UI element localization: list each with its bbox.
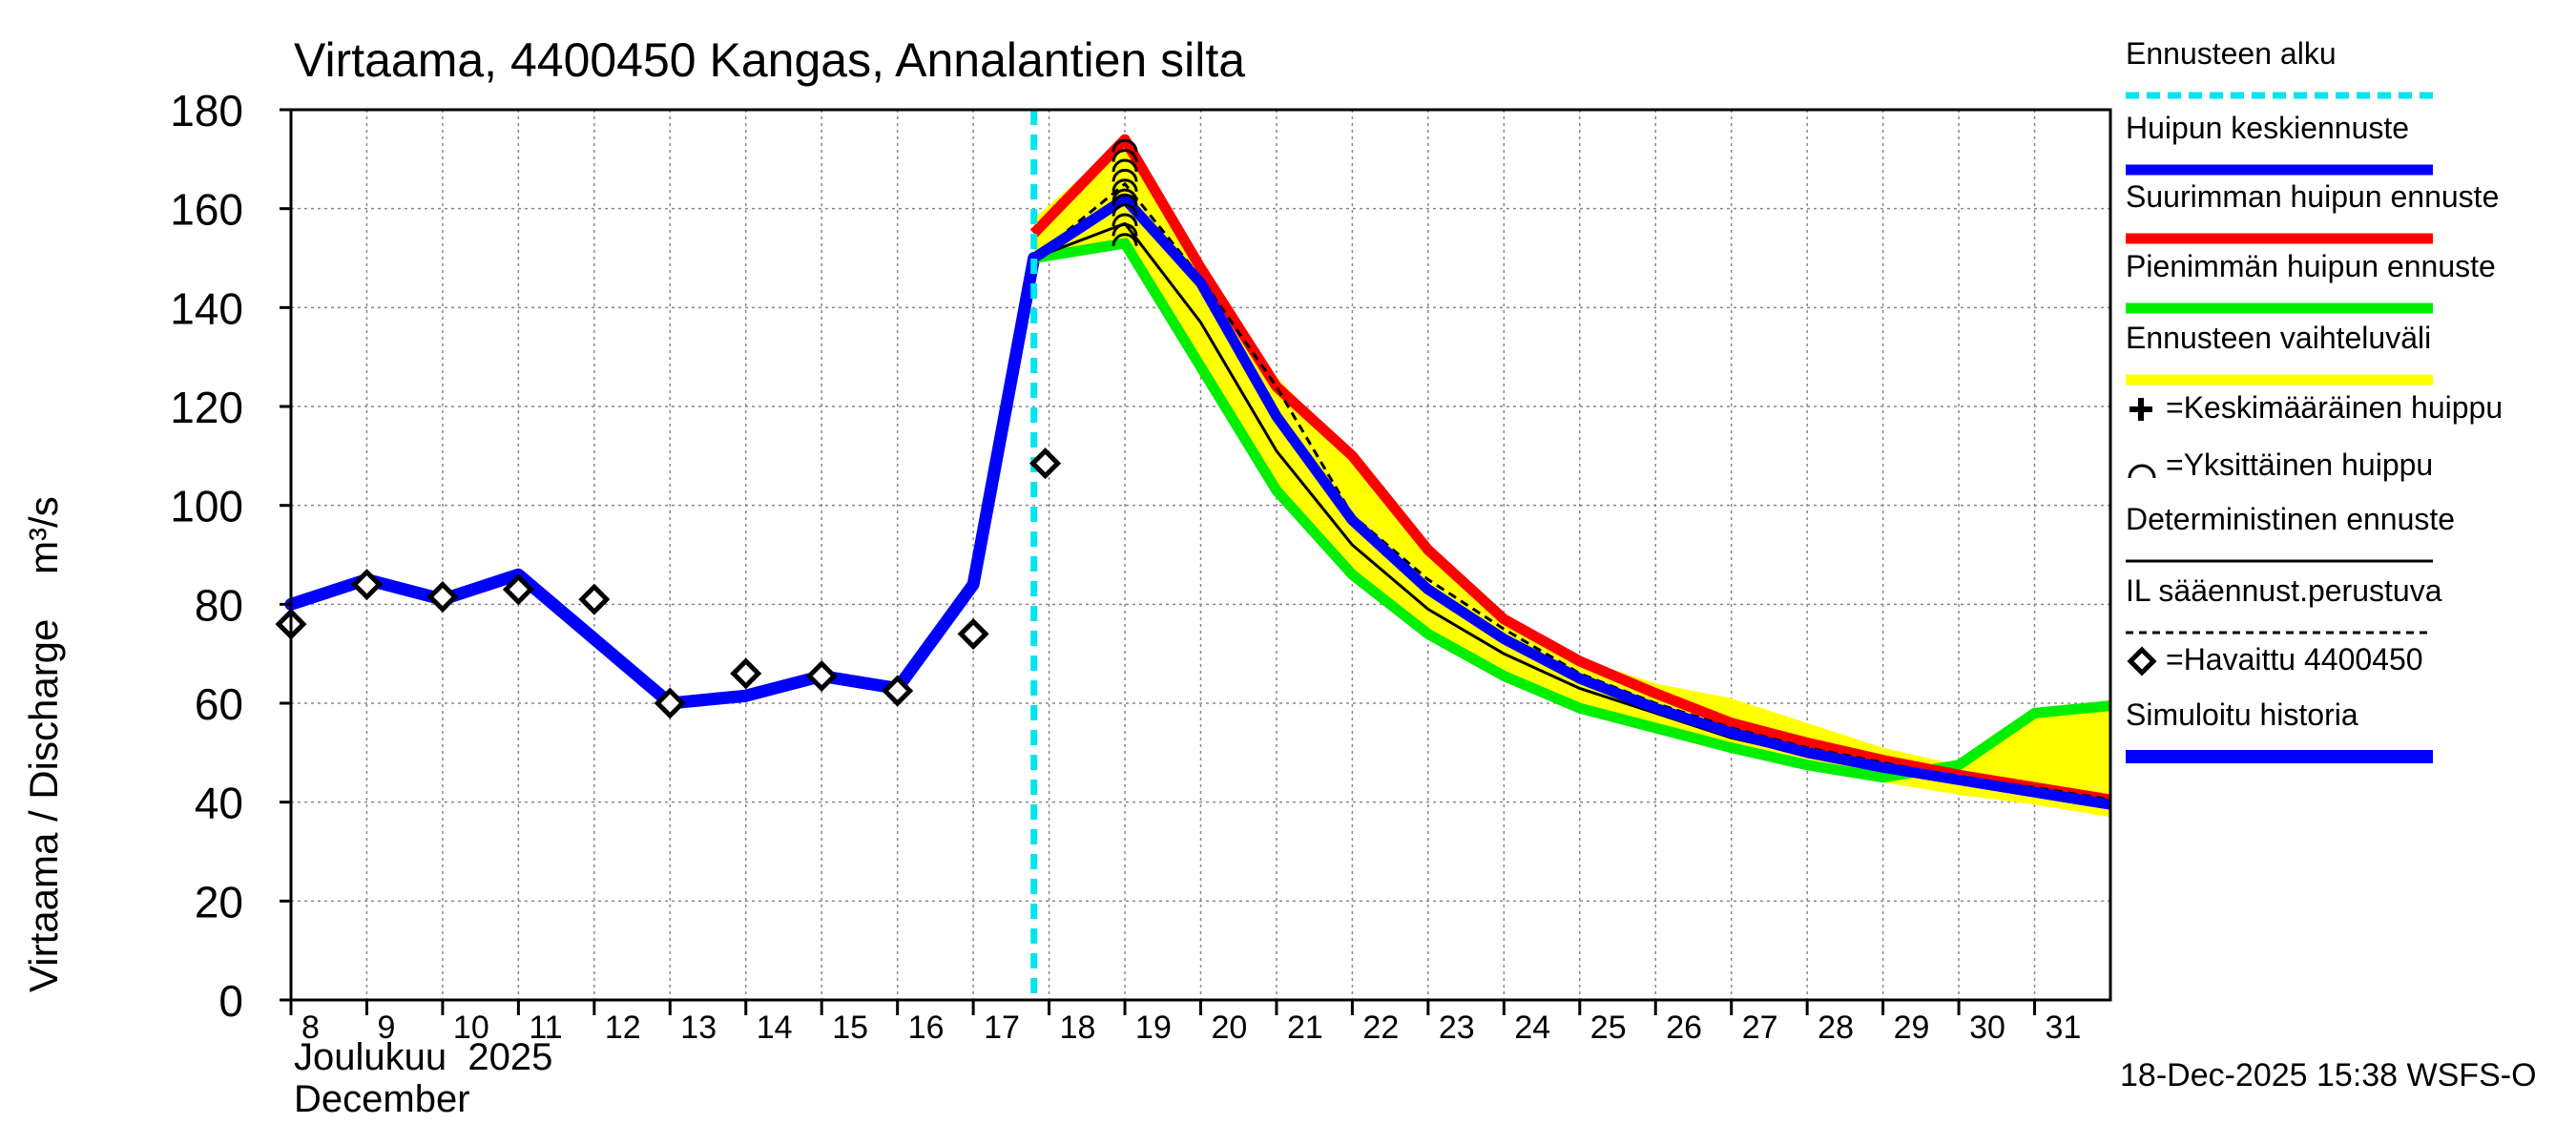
observed-point [502, 573, 534, 606]
month-label-en: December [294, 1078, 470, 1120]
legend-label-start: Ennusteen alku [2126, 36, 2337, 71]
x-tick-label: 19 [1135, 1010, 1172, 1046]
y-tick-label: 140 [170, 283, 243, 333]
x-tick-label: 17 [984, 1010, 1020, 1046]
x-tick-label: 27 [1742, 1010, 1778, 1046]
legend-label-mean: Huipun keskiennuste [2126, 111, 2410, 145]
x-tick-label: 23 [1439, 1010, 1475, 1046]
observed-point [426, 581, 459, 614]
observed-point [730, 657, 762, 690]
x-tick-label: 11 [529, 1010, 562, 1046]
x-tick-label: 29 [1894, 1010, 1930, 1046]
single-peak-marker [1111, 203, 1138, 217]
legend-label-sim: Simuloitu historia [2126, 697, 2358, 732]
x-tick-label: 14 [757, 1010, 793, 1046]
x-tick-label: 10 [453, 1010, 489, 1046]
x-tick-label: 15 [832, 1010, 868, 1046]
single-peak-marker [1111, 213, 1138, 227]
x-tick-label: 22 [1362, 1010, 1399, 1046]
single-peak-marker [1111, 149, 1138, 162]
legend-swatch-singlepeak [2128, 464, 2156, 479]
observed-point [957, 617, 989, 650]
y-tick-label: 100 [170, 482, 243, 531]
y-tick-label: 40 [195, 779, 243, 828]
x-tick-label: 16 [908, 1010, 945, 1046]
single-peak-marker [1111, 193, 1138, 207]
peak-markers [1111, 138, 1138, 246]
y-tick-label: 20 [195, 877, 243, 926]
y-tick-label: 60 [195, 679, 243, 729]
legend-label-singlepeak: =Yksittäinen huippu [2166, 448, 2434, 482]
y-axis-label: Virtaama / Discharge m³/s [21, 496, 66, 992]
max-peak-forecast-line [1029, 134, 2111, 805]
single-peak-marker [1111, 178, 1138, 192]
legend-symbols [2126, 92, 2433, 763]
x-axis: 8 9 10 11 12 13 14 15 16 17 18 19 20 21 22 23 24 25 26 27 28… [289, 1000, 2082, 1046]
legend-label-avgpeak: =Keskimääräinen huippu [2166, 390, 2503, 425]
legend-label-range: Ennusteen vaihteluväli [2126, 321, 2432, 355]
legend-label-min: Pienimmän huipun ennuste [2126, 249, 2496, 283]
x-tick-label: 12 [605, 1010, 641, 1046]
legend-swatch-obs [2127, 646, 2157, 677]
observed-point [805, 659, 838, 693]
single-peak-marker [1111, 233, 1138, 246]
x-tick-label: 26 [1666, 1010, 1702, 1046]
chart-title: Virtaama, 4400450 Kangas, Annalantien si… [294, 33, 1246, 87]
y-tick-label: 160 [170, 185, 243, 235]
observed-point [350, 569, 383, 601]
x-tick-label: 24 [1514, 1010, 1550, 1046]
month-label-fi: Joulukuu 2025 [294, 1036, 553, 1078]
observed-point [1029, 448, 1062, 480]
y-tick-label: 80 [195, 580, 243, 630]
observed-point [578, 583, 611, 615]
x-tick-label: 28 [1818, 1010, 1854, 1046]
single-peak-marker [1111, 138, 1138, 153]
x-tick-label: 18 [1060, 1010, 1096, 1046]
legend-label-determ: Deterministinen ennuste [2126, 502, 2456, 536]
mean-peak-forecast-line [1030, 193, 2111, 810]
x-tick-label: 8 [301, 1010, 320, 1046]
legend-label-obs: =Havaittu 4400450 [2166, 642, 2423, 677]
observed-point [654, 687, 686, 719]
legend-label-max: Suurimman huipun ennuste [2126, 179, 2500, 214]
observed-point [882, 675, 914, 707]
y-tick-label: 180 [170, 86, 243, 135]
single-peak-marker [1111, 158, 1138, 173]
x-tick-label: 31 [2046, 1010, 2082, 1046]
timestamp: 18-Dec-2025 15:38 WSFS-O [2120, 1057, 2537, 1093]
single-peak-marker [1111, 222, 1138, 237]
y-tick-label: 120 [170, 383, 243, 432]
simulated-history-line [284, 252, 1041, 710]
grid [291, 110, 2110, 1000]
x-tick-label: 9 [377, 1010, 395, 1046]
single-peak-marker [1111, 168, 1138, 182]
x-tick-label: 25 [1590, 1010, 1627, 1046]
legend-label-il: IL sääennust.perustuva [2126, 573, 2442, 608]
y-tick-label: 0 [218, 976, 243, 1026]
x-tick-label: 30 [1969, 1010, 2005, 1046]
legend-swatch-avgpeak [2129, 398, 2152, 421]
y-axis: 0 20 40 60 80 100 120 140 160 180 [170, 86, 291, 1026]
x-tick-label: 21 [1287, 1010, 1323, 1046]
x-tick-label: 20 [1212, 1010, 1248, 1046]
single-peak-marker [1111, 188, 1138, 202]
forecast-range-band [1033, 139, 2110, 818]
x-tick-label: 13 [680, 1010, 717, 1046]
